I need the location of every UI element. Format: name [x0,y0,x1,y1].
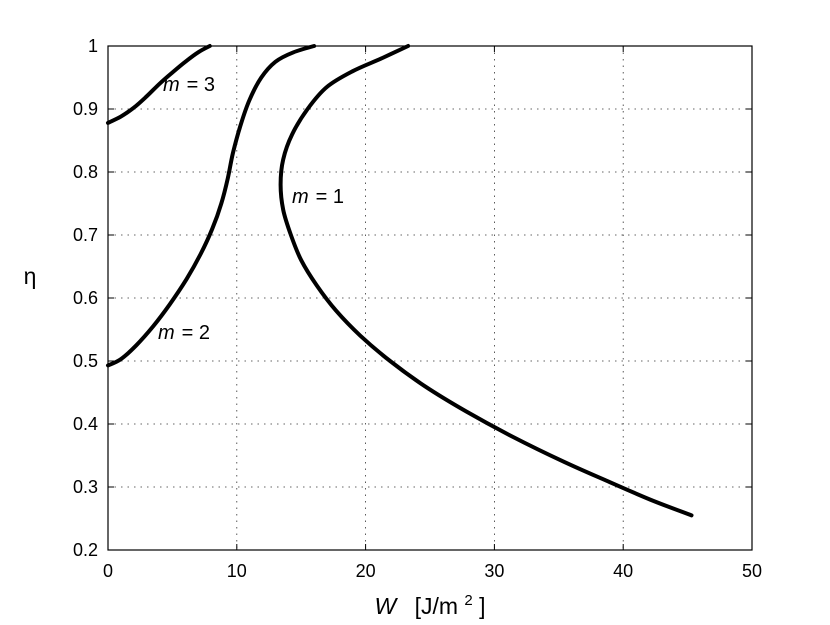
annotation-value: = 3 [187,74,215,96]
x-tick-label: 30 [484,561,504,581]
series-line-2 [106,44,317,368]
tick-layer: 0 10 20 30 40 50 0.2 0.3 0.4 0.5 0.6 0.7 0.8 0.9 1 [73,36,762,581]
annotation-layer: m = 1 m = 2 m = 3 [158,74,344,344]
y-tick-label: 0.6 [73,288,98,308]
y-tick-label: 0.3 [73,477,98,497]
x-tick-label: 10 [227,561,247,581]
x-tick-label: 40 [613,561,633,581]
x-axis-symbol: W [374,593,398,619]
annotation-symbol: m [163,74,180,96]
annotation-value: = 2 [182,322,210,344]
y-tick-label: 0.9 [73,99,98,119]
grid-layer [108,46,752,550]
x-axis-unit-end: ] [479,593,485,619]
x-axis-unit-exponent: 2 [464,592,472,609]
series-line-3 [106,44,212,125]
series-layer [106,44,694,518]
y-tick-label: 0.2 [73,540,98,560]
x-axis-unit: [J/m [415,593,458,619]
series-annotation-2: m = 2 [158,322,210,344]
y-axis-label: η [24,263,37,289]
annotation-value: = 1 [316,186,344,208]
series-annotation-1: m = 1 [292,186,344,208]
y-tick-label: 0.4 [73,414,98,434]
y-tick-label: 0.5 [73,351,98,371]
x-axis-label: W [J/m 2 ] [374,584,485,619]
y-tick-label: 1 [88,36,98,56]
series-annotation-3: m = 3 [163,74,215,96]
annotation-symbol: m [292,186,309,208]
x-tick-label: 0 [103,561,113,581]
series-line-1 [278,44,694,518]
y-tick-label: 0.8 [73,162,98,182]
annotation-symbol: m [158,322,175,344]
x-tick-label: 20 [356,561,376,581]
y-tick-label: 0.7 [73,225,98,245]
x-tick-label: 50 [742,561,762,581]
